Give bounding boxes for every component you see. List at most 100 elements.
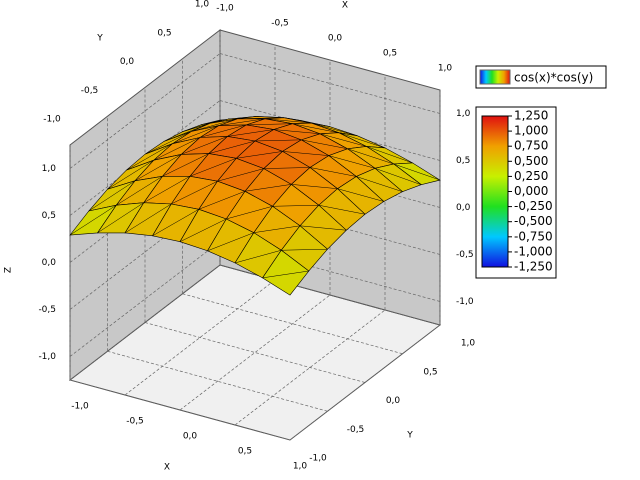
surface-mesh bbox=[143, 176, 191, 203]
surface-mesh bbox=[309, 167, 357, 177]
x-axis-title: X bbox=[164, 463, 170, 473]
surface-mesh bbox=[208, 140, 256, 154]
colorbar-label: 0,000 bbox=[514, 184, 548, 198]
surface-mesh bbox=[126, 143, 173, 171]
surface-mesh bbox=[179, 218, 227, 242]
grid-line bbox=[234, 309, 386, 426]
x-tick-label: -1,0 bbox=[71, 402, 89, 412]
z-tick-label: -1,0 bbox=[456, 297, 474, 307]
z-tick-label: 0,0 bbox=[42, 258, 57, 268]
y-tick-label: -1,0 bbox=[43, 115, 61, 125]
surface-mesh bbox=[191, 118, 238, 132]
grid-line bbox=[69, 241, 221, 357]
surface-mesh bbox=[291, 184, 338, 189]
colorbar-label: -1,000 bbox=[514, 244, 553, 258]
colorbar-label: 0,750 bbox=[514, 139, 548, 153]
grid-line bbox=[69, 100, 221, 216]
grid-line bbox=[219, 194, 441, 255]
surface-mesh bbox=[253, 225, 301, 233]
x-tick-label: 0,5 bbox=[383, 49, 397, 59]
y-tick-label: 0,5 bbox=[423, 367, 437, 377]
surface-mesh bbox=[171, 180, 218, 205]
x-axis-title: X bbox=[342, 1, 348, 11]
y-tick-label: 1,0 bbox=[461, 339, 476, 349]
x-tick-label: -0,5 bbox=[271, 19, 289, 29]
surface-mesh bbox=[337, 188, 384, 202]
y-tick-label: -1,0 bbox=[309, 454, 327, 464]
colorbar-label: -0,500 bbox=[514, 214, 553, 228]
grid-line bbox=[289, 324, 441, 441]
grid-line bbox=[124, 279, 276, 396]
surface-mesh bbox=[134, 154, 182, 182]
x-tick-label: -0,5 bbox=[126, 417, 144, 427]
surface-mesh bbox=[292, 123, 339, 133]
surface-mesh bbox=[347, 148, 394, 165]
surface-mesh bbox=[318, 204, 366, 215]
surface-mesh bbox=[272, 204, 319, 207]
surface-mesh bbox=[264, 118, 312, 124]
grid-line bbox=[69, 264, 221, 381]
surface-mesh bbox=[273, 129, 321, 135]
surface-mesh bbox=[311, 122, 358, 137]
colorbar bbox=[481, 115, 509, 268]
z-tick-label: -1,0 bbox=[38, 352, 56, 362]
surface-mesh bbox=[356, 176, 403, 192]
surface-mesh bbox=[199, 124, 247, 138]
surface-mesh bbox=[152, 209, 199, 237]
surface-mesh bbox=[236, 151, 283, 159]
surface-mesh bbox=[217, 168, 264, 182]
grid-line bbox=[107, 350, 328, 412]
surface-mesh bbox=[301, 139, 348, 150]
z-tick-label: 0,5 bbox=[42, 211, 56, 221]
grid-line bbox=[219, 147, 441, 208]
surface-mesh bbox=[254, 139, 302, 142]
z-tick-label: -0,5 bbox=[456, 250, 474, 260]
surface-mesh bbox=[189, 158, 237, 177]
x-tick-label: 0,5 bbox=[238, 447, 252, 457]
surface-mesh bbox=[218, 118, 266, 126]
colorbar-label: 1,000 bbox=[514, 124, 548, 138]
x-tick-label: 0,0 bbox=[183, 432, 198, 442]
grid-line bbox=[69, 53, 221, 169]
surface-mesh bbox=[198, 191, 246, 210]
colorbar-label: 0,250 bbox=[514, 169, 548, 183]
z-tick-label: 1,0 bbox=[456, 109, 471, 119]
surface-mesh bbox=[124, 203, 172, 234]
y-tick-label: -0,5 bbox=[347, 425, 365, 435]
grid-line bbox=[144, 322, 366, 383]
z-axis-title: Z bbox=[4, 267, 14, 273]
x-tick-label: 1,0 bbox=[438, 64, 453, 74]
colorbar-label: 1,250 bbox=[514, 109, 548, 123]
surface-mesh bbox=[234, 249, 282, 264]
surface-mesh bbox=[162, 153, 209, 177]
surface-mesh bbox=[181, 136, 228, 155]
z-tick-label: 0,0 bbox=[456, 203, 471, 213]
grid-line bbox=[182, 293, 403, 355]
y-axis-title: Y bbox=[406, 431, 413, 441]
surface-mesh bbox=[366, 146, 413, 164]
legend-swatch bbox=[479, 69, 511, 85]
surface-mesh bbox=[328, 155, 376, 169]
grid-line bbox=[179, 294, 331, 411]
surface-mesh bbox=[263, 167, 311, 169]
surface-mesh bbox=[281, 248, 328, 251]
surface-mesh bbox=[97, 202, 144, 234]
surface-mesh bbox=[393, 163, 441, 181]
surface-mesh bbox=[246, 123, 293, 126]
surface-mesh bbox=[107, 160, 154, 190]
grid-line bbox=[219, 53, 441, 114]
surface-mesh bbox=[244, 184, 292, 192]
colorbar-label: 0,500 bbox=[514, 154, 548, 168]
surface-mesh bbox=[172, 125, 219, 144]
surface-mesh bbox=[116, 176, 163, 206]
surface-mesh bbox=[374, 168, 422, 185]
y-tick-label: 0,0 bbox=[120, 57, 135, 67]
surface-mesh bbox=[227, 129, 274, 137]
surface-mesh bbox=[226, 206, 273, 220]
z-tick-label: 1,0 bbox=[42, 164, 57, 174]
surface-mesh bbox=[262, 270, 309, 279]
colorbar-label: -0,250 bbox=[514, 199, 553, 213]
surface-mesh bbox=[299, 225, 347, 231]
z-tick-label: 0,5 bbox=[456, 156, 470, 166]
y-axis-title: Y bbox=[96, 34, 103, 44]
